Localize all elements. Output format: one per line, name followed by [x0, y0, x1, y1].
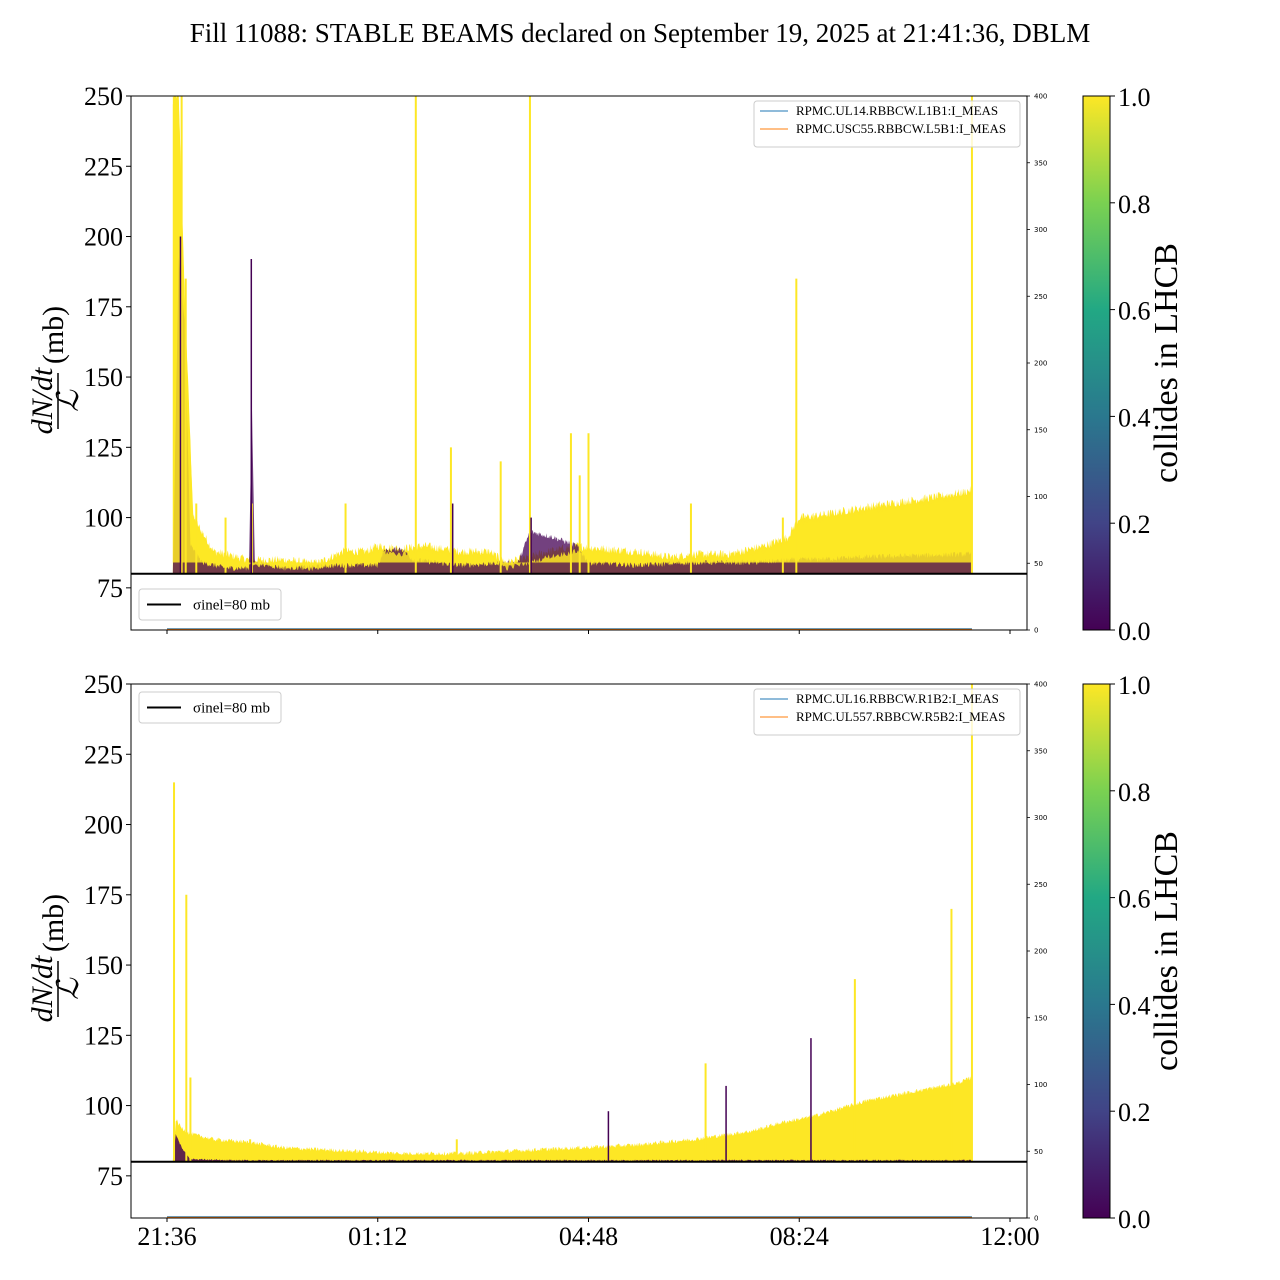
right-y-tick-label: 350 [1034, 159, 1047, 167]
colorbar-gradient [1082, 95, 1111, 631]
right-y-tick-label: 50 [1034, 560, 1043, 568]
right-y-tick-label: 400 [1034, 681, 1047, 689]
yellow-series-area [172, 1076, 972, 1162]
sigma-legend-box [138, 588, 282, 621]
colorbar-tick-label: 0.8 [1118, 190, 1151, 219]
sigma-legend: σinel=80 mb [138, 588, 282, 621]
colorbar-tick-label: 0.2 [1118, 510, 1151, 539]
y-axis-label-unit: (mb) [37, 894, 70, 952]
colorbar-tick-label: 0.2 [1118, 1098, 1151, 1127]
y-tick-label: 75 [97, 1162, 123, 1191]
rpmc-legend-label: RPMC.UL14.RBBCW.L1B1:I_MEAS [796, 103, 998, 118]
y-axis-label-unit: (mb) [37, 306, 70, 364]
y-tick-label: 200 [84, 223, 123, 252]
rpmc-legend-box [753, 100, 1021, 148]
x-tick-label: 01:12 [348, 1222, 407, 1251]
colorbar-tick-label: 0.0 [1118, 1205, 1151, 1234]
plot-area-bottom [131, 684, 1027, 1218]
sigma-legend: σinel=80 mb [138, 691, 282, 724]
y-tick-label: 200 [84, 811, 123, 840]
y-axis-label-denominator: ℒ [52, 977, 85, 1000]
sigma-legend-box [138, 691, 282, 724]
plot-area-top [131, 96, 1027, 630]
right-y-tick-label: 250 [1034, 881, 1047, 889]
colorbar-tick-label: 0.6 [1118, 297, 1151, 326]
chart-panel-bottom: 75 100 125 150 175 200 225 250 0 50 100 150 200 250 30… [26, 670, 1047, 1251]
y-tick-label: 75 [97, 574, 123, 603]
colorbars-layer: 0.0 0.2 0.4 0.6 0.8 1.0 collides in LHCB 0.0 0.2… [1082, 83, 1185, 1234]
x-tick-label: 21:36 [137, 1222, 196, 1251]
y-tick-label: 250 [84, 82, 123, 111]
right-y-tick-label: 50 [1034, 1148, 1043, 1156]
y-axis-label: dN/dtℒ (mb) [26, 306, 85, 435]
colorbar-gradient [1082, 683, 1111, 1219]
colorbar-tick-label: 0.6 [1118, 885, 1151, 914]
sigma-legend-label: σinel=80 mb [193, 701, 270, 717]
y-tick-label: 100 [84, 504, 123, 533]
right-y-tick-label: 100 [1034, 1081, 1047, 1089]
right-y-tick-label: 350 [1034, 747, 1047, 755]
colorbar-tick-label: 0.4 [1118, 991, 1151, 1020]
y-tick-label: 175 [84, 881, 123, 910]
x-tick-label: 04:48 [559, 1222, 618, 1251]
right-y-tick-label: 250 [1034, 293, 1047, 301]
y-tick-label: 125 [84, 433, 123, 462]
colorbar-label: collides in LHCB [1148, 243, 1185, 483]
right-y-tick-label: 150 [1034, 426, 1047, 434]
rpmc-legend: RPMC.UL14.RBBCW.L1B1:I_MEAS RPMC.USC55.RB… [753, 100, 1021, 148]
x-tick-label: 12:00 [980, 1222, 1039, 1251]
y-tick-label: 250 [84, 670, 123, 699]
colorbar-bottom: 0.0 0.2 0.4 0.6 0.8 1.0 collides in LHCB [1082, 671, 1185, 1234]
y-tick-label: 175 [84, 293, 123, 322]
sigma-legend-label: σinel=80 mb [193, 598, 270, 614]
rpmc-legend-box [753, 688, 1021, 736]
rpmc-legend-label: RPMC.UL557.RBBCW.R5B2:I_MEAS [796, 709, 1005, 724]
y-axis-label-numerator: dN/dt [26, 955, 59, 1022]
y-tick-label: 100 [84, 1092, 123, 1121]
right-y-tick-label: 200 [1034, 948, 1047, 956]
yellow-series-area-overlay [172, 98, 972, 571]
y-axis-label-numerator: dN/dt [26, 367, 59, 434]
colorbar-tick-label: 0.0 [1118, 617, 1151, 646]
colorbar-tick-label: 1.0 [1118, 83, 1151, 112]
colorbar-tick-label: 1.0 [1118, 671, 1151, 700]
yellow-series-area [172, 96, 972, 574]
y-axis-label-denominator: ℒ [52, 389, 85, 412]
right-y-tick-label: 400 [1034, 93, 1047, 101]
y-tick-label: 225 [84, 740, 123, 769]
right-y-tick-label: 0 [1034, 1215, 1038, 1223]
colorbar-tick-label: 0.4 [1118, 403, 1151, 432]
y-tick-label: 150 [84, 363, 123, 392]
x-tick-label: 08:24 [770, 1222, 829, 1251]
right-y-tick-label: 100 [1034, 493, 1047, 501]
chart-panel-top: 75 100 125 150 175 200 225 250 0 50 100 150 200 250 30… [26, 82, 1047, 635]
colorbar-tick-label: 0.8 [1118, 778, 1151, 807]
right-y-tick-label: 150 [1034, 1014, 1047, 1022]
rpmc-legend: RPMC.UL16.RBBCW.R1B2:I_MEAS RPMC.UL557.RB… [753, 688, 1021, 736]
y-tick-label: 125 [84, 1021, 123, 1050]
right-y-tick-label: 300 [1034, 814, 1047, 822]
figure-title: Fill 11088: STABLE BEAMS declared on Sep… [189, 18, 1091, 48]
right-y-tick-label: 200 [1034, 360, 1047, 368]
colorbar-top: 0.0 0.2 0.4 0.6 0.8 1.0 collides in LHCB [1082, 83, 1185, 646]
colorbar-label: collides in LHCB [1148, 831, 1185, 1071]
y-axis-label: dN/dtℒ (mb) [26, 894, 85, 1023]
rpmc-legend-label: RPMC.UL16.RBBCW.R1B2:I_MEAS [796, 691, 999, 706]
panels-layer: 75 100 125 150 175 200 225 250 0 50 100 150 200 250 30… [26, 82, 1047, 1251]
right-y-tick-label: 0 [1034, 627, 1038, 635]
y-tick-label: 225 [84, 152, 123, 181]
y-tick-label: 150 [84, 951, 123, 980]
right-y-tick-label: 300 [1034, 226, 1047, 234]
rpmc-legend-label: RPMC.USC55.RBBCW.L5B1:I_MEAS [796, 121, 1006, 136]
